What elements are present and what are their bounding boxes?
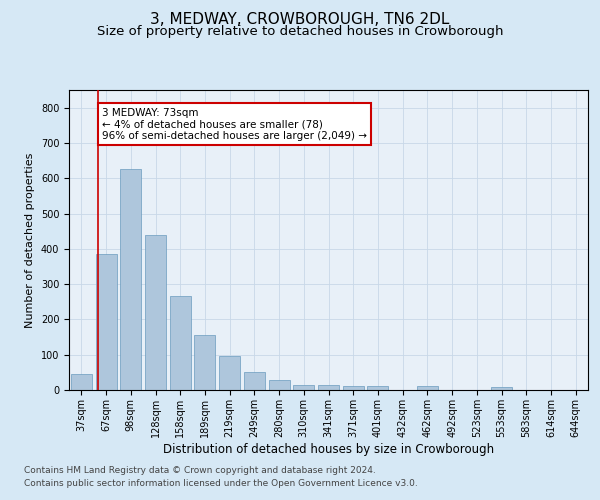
Bar bbox=[95, 254, 116, 390]
Bar bbox=[417, 386, 438, 390]
Text: 3 MEDWAY: 73sqm
← 4% of detached houses are smaller (78)
96% of semi-detached ho: 3 MEDWAY: 73sqm ← 4% of detached houses … bbox=[102, 108, 367, 141]
Bar bbox=[343, 386, 364, 390]
Text: Contains public sector information licensed under the Open Government Licence v3: Contains public sector information licen… bbox=[24, 479, 418, 488]
Bar bbox=[71, 374, 92, 390]
Text: 3, MEDWAY, CROWBOROUGH, TN6 2DL: 3, MEDWAY, CROWBOROUGH, TN6 2DL bbox=[151, 12, 449, 28]
Bar bbox=[145, 234, 166, 390]
Text: Distribution of detached houses by size in Crowborough: Distribution of detached houses by size … bbox=[163, 442, 494, 456]
Bar bbox=[219, 356, 240, 390]
Bar bbox=[194, 336, 215, 390]
Bar bbox=[244, 372, 265, 390]
Bar bbox=[170, 296, 191, 390]
Text: Size of property relative to detached houses in Crowborough: Size of property relative to detached ho… bbox=[97, 25, 503, 38]
Bar bbox=[120, 170, 141, 390]
Text: Contains HM Land Registry data © Crown copyright and database right 2024.: Contains HM Land Registry data © Crown c… bbox=[24, 466, 376, 475]
Bar bbox=[491, 387, 512, 390]
Bar bbox=[293, 384, 314, 390]
Y-axis label: Number of detached properties: Number of detached properties bbox=[25, 152, 35, 328]
Bar bbox=[367, 386, 388, 390]
Bar bbox=[269, 380, 290, 390]
Bar bbox=[318, 384, 339, 390]
